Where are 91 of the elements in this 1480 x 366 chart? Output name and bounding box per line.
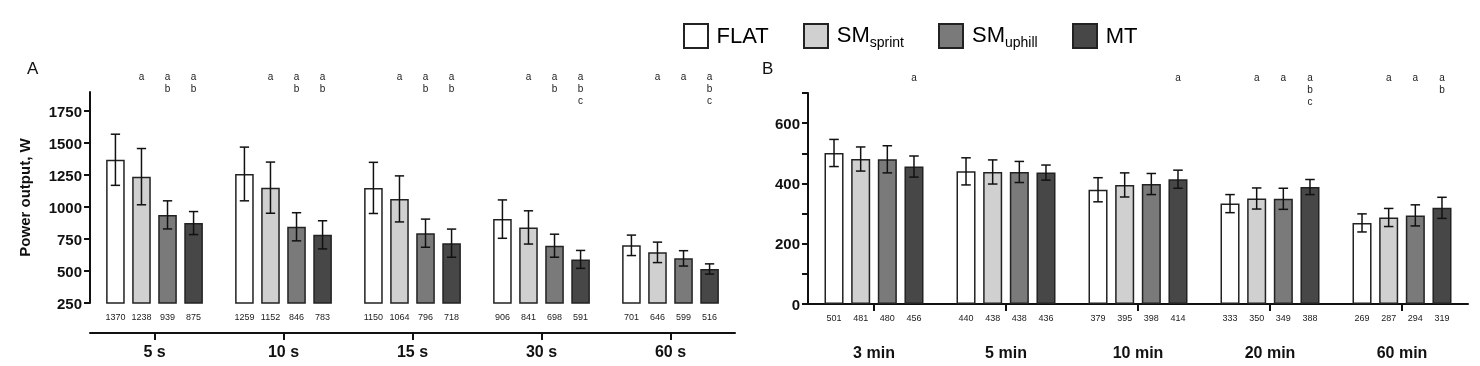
data-label: 906 — [494, 312, 510, 323]
annotation: a b c — [706, 70, 713, 106]
text: a — [1280, 71, 1287, 83]
data-label: 1150 — [363, 312, 384, 323]
y-tick-label: 200 — [774, 235, 800, 253]
data-label: 414 — [1170, 312, 1186, 323]
x-tick-label: 5 s — [143, 342, 166, 360]
data-label: 646 — [649, 312, 665, 323]
data-label: 379 — [1090, 312, 1106, 323]
x-tick-label: 20 min — [1244, 343, 1296, 361]
data-label: 1259 — [234, 312, 255, 323]
y-tick-label: 600 — [774, 114, 800, 132]
data-label: 698 — [547, 312, 563, 323]
y-tick-label: 500 — [56, 262, 82, 280]
data-label: 939 — [160, 312, 176, 323]
x-tick-label: 15 s — [396, 342, 429, 360]
x-tick-label: 10 s — [267, 342, 300, 360]
data-label: 287 — [1381, 312, 1397, 323]
data-label: 481 — [853, 312, 869, 323]
legend-label: MT — [1105, 23, 1138, 50]
data-label: 456 — [906, 312, 922, 323]
data-label: 438 — [985, 312, 1001, 323]
text: a — [1175, 71, 1182, 83]
annotation: a b — [293, 70, 300, 94]
y-axis-title: Power output, W — [16, 137, 33, 257]
text: a — [1253, 71, 1260, 83]
data-label: 591 — [573, 312, 589, 323]
annotation: a b — [190, 70, 197, 94]
annotation: a b — [422, 70, 429, 94]
y-tick-label: 400 — [774, 174, 800, 192]
data-label: 599 — [676, 312, 692, 323]
data-label: 440 — [958, 312, 974, 323]
data-label: 398 — [1143, 312, 1159, 323]
x-tick-label: 10 min — [1112, 343, 1164, 361]
chart-title: B — [762, 59, 774, 78]
legend-label: SM$_{uphill}$ — [971, 22, 1038, 51]
data-label: 436 — [1038, 312, 1054, 323]
data-label: 349 — [1275, 312, 1291, 323]
y-tick-label: 1500 — [48, 134, 82, 152]
x-tick-label: 60 s — [654, 342, 687, 360]
annotation: a b c — [1307, 71, 1314, 107]
x-tick-label: 5 min — [985, 343, 1027, 361]
data-label: 350 — [1249, 312, 1265, 323]
y-tick-label: 1750 — [48, 102, 82, 120]
data-label: 388 — [1302, 312, 1318, 323]
y-tick-label: 0 — [791, 295, 800, 313]
legend-label: FLAT — [716, 23, 769, 50]
data-label: 333 — [1222, 312, 1238, 323]
x-tick-label: 30 s — [525, 342, 558, 360]
annotation: a b — [551, 70, 558, 94]
x-tick-label: 60 min — [1376, 343, 1428, 361]
data-label: 1238 — [131, 312, 152, 323]
data-label: 438 — [1011, 312, 1027, 323]
data-label: 480 — [879, 312, 895, 323]
data-label: 1064 — [389, 312, 410, 323]
annotation: a b — [448, 70, 455, 94]
text: a — [680, 70, 687, 82]
data-label: 796 — [418, 312, 434, 323]
data-label: 501 — [826, 312, 842, 323]
data-label: 701 — [623, 312, 639, 323]
text: a — [654, 70, 661, 82]
data-label: 875 — [186, 312, 202, 323]
data-label: 783 — [315, 312, 331, 323]
data-label: 841 — [520, 312, 536, 323]
data-label: 1370 — [105, 312, 126, 323]
data-label: 516 — [702, 312, 718, 323]
data-label: 395 — [1117, 312, 1133, 323]
text: a — [138, 70, 145, 82]
text: a — [1412, 71, 1419, 83]
y-tick-label: 1250 — [48, 166, 82, 184]
annotation: a b c — [577, 70, 584, 106]
y-tick-label: 750 — [56, 230, 82, 248]
legend-label: SM$_{sprint}$ — [836, 22, 904, 51]
annotation: a b — [319, 70, 326, 94]
y-tick-label: 250 — [56, 294, 82, 312]
text: a — [525, 70, 532, 82]
text: a — [1385, 71, 1392, 83]
data-label: 846 — [289, 312, 305, 323]
annotation: a b — [1439, 71, 1446, 95]
text: a — [911, 71, 918, 83]
annotation: a b — [164, 70, 171, 94]
text: a — [267, 70, 274, 82]
data-label: 269 — [1354, 312, 1370, 323]
data-label: 319 — [1434, 312, 1450, 323]
data-label: 718 — [444, 312, 460, 323]
x-tick-label: 3 min — [853, 343, 895, 361]
y-tick-label: 1000 — [48, 198, 82, 216]
chart-title: A — [27, 59, 39, 78]
data-label: 294 — [1407, 312, 1423, 323]
text: a — [396, 70, 403, 82]
data-label: 1152 — [260, 312, 281, 323]
